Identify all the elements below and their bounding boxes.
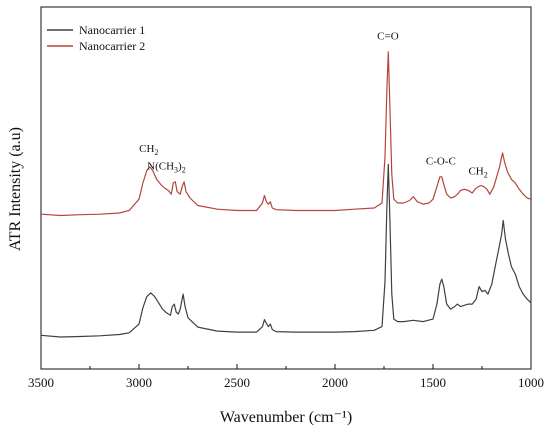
x-tick-label: 1000 <box>518 375 544 390</box>
x-axis-title: Wavenumber (cm⁻¹) <box>220 409 352 426</box>
annotation-layer: CH2 N(CH3)2 C=O C-O-C CH2 <box>139 30 488 179</box>
y-axis-title: ATR Intensity (a.u) <box>7 127 24 251</box>
peak-annotation: CH2 <box>468 165 487 179</box>
series-line-nanocarrier-1 <box>40 163 532 338</box>
plot-frame <box>40 6 532 370</box>
peak-annotation: C=O <box>377 30 399 42</box>
series-layer <box>40 51 532 338</box>
x-tick-label: 3500 <box>28 375 54 390</box>
x-tick-label: 2500 <box>224 375 250 390</box>
legend-label-nanocarrier-2: Nanocarrier 2 <box>79 39 145 53</box>
x-tick-label: 3000 <box>126 375 152 390</box>
x-tick-label: 2000 <box>322 375 348 390</box>
legend: Nanocarrier 1 Nanocarrier 2 <box>47 23 145 53</box>
x-axis: 3500 3000 2500 2000 1500 1000 <box>28 364 544 390</box>
legend-label-nanocarrier-1: Nanocarrier 1 <box>79 23 145 37</box>
peak-annotation: C-O-C <box>426 155 456 167</box>
x-tick-label: 1500 <box>420 375 446 390</box>
series-line-nanocarrier-2 <box>40 51 532 217</box>
peak-annotation: N(CH3)2 <box>147 160 186 174</box>
peak-annotation: CH2 <box>139 143 158 157</box>
